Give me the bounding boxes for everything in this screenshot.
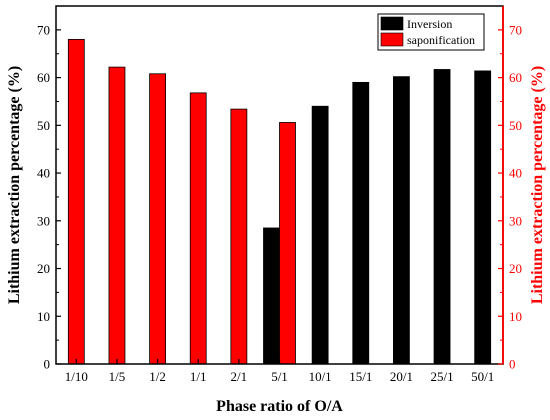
legend-swatch-saponification	[380, 32, 404, 47]
right-tick-label: 40	[509, 166, 522, 181]
x-tick-label: 25/1	[430, 369, 453, 384]
bar-inversion-10-1	[311, 105, 329, 365]
legend-label-inversion: Inversion	[407, 17, 452, 31]
right-tick-label: 60	[509, 70, 522, 85]
bar-inversion-15-1	[352, 81, 370, 365]
left-tick-label: 60	[37, 70, 50, 85]
x-axis-ticks: 1/10 1/5 1/2 1/1 2/1 5/1 10/1 15/1 20/1 25/1 50/1	[65, 359, 494, 384]
bar-saponification-1-10	[67, 39, 85, 365]
y-axis-title-left: Lithium extraction percentage (%)	[6, 66, 23, 304]
x-tick-label: 10/1	[309, 369, 332, 384]
left-tick-label: 40	[37, 166, 50, 181]
left-tick-label: 50	[37, 118, 50, 133]
bar-saponification-2-1	[230, 108, 248, 365]
legend-swatch-inversion	[380, 16, 404, 31]
x-tick-label: 2/1	[231, 369, 248, 384]
right-tick-label: 30	[509, 213, 522, 228]
bar-saponification-1-1	[189, 92, 207, 365]
x-tick-label: 1/2	[149, 369, 166, 384]
left-tick-label: 20	[37, 261, 50, 276]
x-tick-label: 1/10	[65, 369, 88, 384]
bar-inversion-50-1	[474, 70, 492, 365]
x-tick-label: 15/1	[349, 369, 372, 384]
right-tick-label: 10	[509, 309, 522, 324]
x-tick-label: 5/1	[271, 369, 288, 384]
bar-saponification-1-5	[108, 66, 126, 365]
left-tick-label: 70	[37, 22, 50, 37]
legend-label-saponification: saponification	[407, 33, 475, 47]
legend: Inversion saponification	[377, 13, 485, 51]
bar-inversion-20-1	[393, 76, 410, 365]
x-tick-label: 50/1	[471, 369, 494, 384]
bar-inversion-25-1	[433, 69, 451, 365]
right-tick-label: 0	[509, 357, 516, 372]
left-tick-label: 0	[44, 357, 51, 372]
left-tick-label: 10	[37, 309, 50, 324]
right-tick-label: 20	[509, 261, 522, 276]
x-tick-label: 1/5	[109, 369, 126, 384]
bar-saponification-5-1	[279, 122, 296, 365]
right-tick-label: 50	[509, 118, 522, 133]
x-tick-label: 1/1	[190, 369, 207, 384]
right-axis-ticks: 0 10 20 30 40 50 60 70	[498, 22, 522, 372]
y-axis-title-right: Lithium extraction percentage (%)	[529, 66, 546, 304]
left-axis-ticks: 0 10 20 30 40 50 60 70	[37, 22, 61, 372]
bar-saponification-1-2	[149, 73, 166, 365]
left-tick-label: 30	[37, 213, 50, 228]
bars-layer	[67, 39, 492, 365]
x-tick-label: 20/1	[390, 369, 413, 384]
x-axis-title: Phase ratio of O/A	[216, 398, 343, 415]
bar-inversion-5-1	[263, 227, 280, 365]
right-tick-label: 70	[509, 22, 522, 37]
